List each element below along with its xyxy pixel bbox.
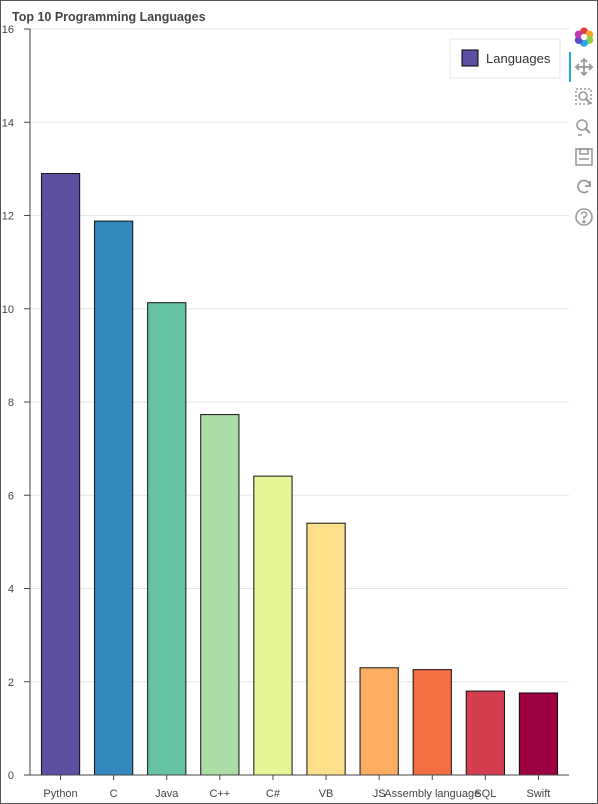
bokeh-logo-icon[interactable] (573, 26, 595, 48)
bar-sql (465, 690, 505, 776)
x-tick-label: C++ (209, 788, 230, 800)
y-tick-label: 14 (2, 117, 14, 129)
x-tick-label: Java (155, 788, 179, 800)
x-tick-label: SQL (474, 788, 496, 800)
y-tick-labels: 0 2 4 6 8 10 12 14 16 (2, 24, 30, 782)
x-tick-label: C# (266, 788, 281, 800)
x-tick-label: JS (373, 788, 386, 800)
bar-python (40, 173, 81, 776)
bar-vb (306, 522, 346, 776)
bar-c- (253, 475, 293, 776)
x-tick-label: Assembly language (384, 788, 480, 800)
active-tool-indicator (569, 52, 571, 82)
box-zoom-icon[interactable] (573, 86, 595, 108)
bar-assembly-language (412, 669, 452, 776)
x-tick-label: Python (43, 788, 77, 800)
y-tick-label: 10 (2, 304, 14, 316)
save-icon[interactable] (573, 146, 595, 168)
y-tick-label: 4 (8, 584, 14, 596)
bars (40, 173, 559, 776)
legend-swatch (461, 49, 479, 67)
y-tick-label: 6 (8, 490, 14, 502)
y-tick-label: 8 (8, 397, 14, 409)
legend: Languages (449, 38, 561, 79)
bar-c (94, 220, 134, 776)
y-tick-label: 2 (8, 677, 14, 689)
pan-icon[interactable] (573, 56, 595, 78)
y-tick-label: 0 (8, 770, 14, 782)
x-tick-label: Swift (527, 788, 551, 800)
help-icon[interactable] (573, 206, 595, 228)
x-tick-label: C (110, 788, 118, 800)
chart-title: Top 10 Programming Languages (12, 10, 206, 24)
bar-c- (200, 414, 240, 776)
y-tick-label: 12 (2, 211, 14, 223)
bar-js (359, 667, 399, 776)
reset-icon[interactable] (573, 176, 595, 198)
x-tick-label: VB (319, 788, 334, 800)
bar-swift (518, 692, 559, 776)
wheel-zoom-icon[interactable] (573, 116, 595, 138)
bar-java (147, 302, 187, 776)
y-tick-label: 16 (2, 24, 14, 36)
legend-label: Languages (486, 51, 551, 66)
chart-toolbar (569, 26, 597, 246)
